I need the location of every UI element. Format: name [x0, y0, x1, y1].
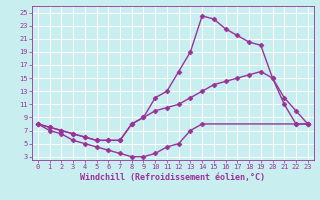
- X-axis label: Windchill (Refroidissement éolien,°C): Windchill (Refroidissement éolien,°C): [80, 173, 265, 182]
